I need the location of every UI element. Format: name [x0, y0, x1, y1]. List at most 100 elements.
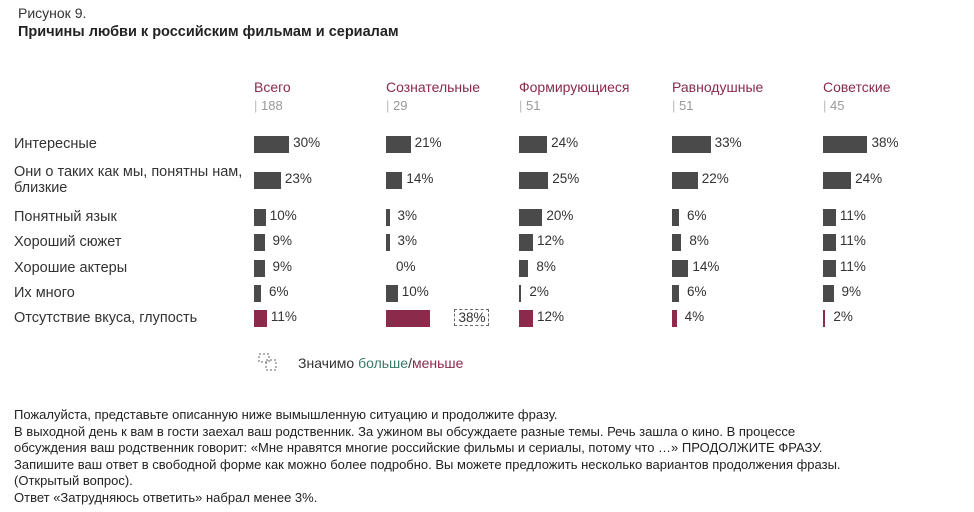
- series-name: Формирующиеся: [519, 79, 630, 95]
- series-name: Сознательные: [386, 79, 480, 95]
- value-label: 3%: [397, 208, 418, 223]
- row-label: Хорошие актеры: [14, 260, 128, 276]
- series-n-value: 45: [830, 98, 845, 113]
- legend-less: меньше: [411, 355, 464, 371]
- value-label: 30%: [293, 135, 321, 150]
- bar: [672, 233, 682, 251]
- value-label: 20%: [546, 208, 574, 223]
- bar: [254, 233, 265, 251]
- value-label: 4%: [684, 309, 705, 324]
- value-label: 12%: [537, 309, 565, 324]
- series-name: Советские: [823, 79, 891, 95]
- series-n: | 45: [823, 98, 845, 113]
- value-label: 23%: [284, 171, 312, 186]
- value-label: 25%: [552, 171, 580, 186]
- value-label: 6%: [687, 208, 707, 223]
- value-label: 6%: [269, 284, 289, 299]
- value-label: 8%: [689, 233, 709, 248]
- value-label: 3%: [397, 233, 418, 248]
- bar: [823, 284, 834, 302]
- series-n: | 29: [386, 98, 408, 113]
- bar: [254, 259, 265, 277]
- bar: [254, 171, 281, 189]
- note-line: обсуждения ваш родственник говорит: «Мне…: [14, 440, 823, 455]
- value-label: 10%: [269, 208, 297, 223]
- bar: [386, 135, 411, 153]
- value-label: 9%: [272, 259, 293, 274]
- legend-more: больше: [358, 355, 409, 371]
- series-name: Всего: [254, 79, 291, 95]
- bar: [386, 309, 431, 327]
- bar: [823, 309, 826, 327]
- bar: [672, 208, 680, 226]
- bar: [386, 233, 390, 251]
- series-n-value: 51: [679, 98, 694, 113]
- value-label: 8%: [536, 259, 556, 274]
- bar: [519, 171, 549, 189]
- series-name: Равнодушные: [672, 79, 764, 95]
- series-n-value: 29: [393, 98, 408, 113]
- value-label: 24%: [855, 171, 883, 186]
- bar: [386, 284, 398, 302]
- bar: [823, 208, 836, 226]
- series-n-value: 51: [526, 98, 541, 113]
- note-line: Ответ «Затрудняюсь ответить» набрал мене…: [14, 489, 318, 505]
- value-label: 38%: [454, 309, 490, 326]
- figure-label: Рисунок 9.: [18, 5, 87, 21]
- value-label: 6%: [687, 284, 707, 299]
- value-label: 2%: [529, 284, 549, 299]
- row-label: Отсутствие вкуса, глупость: [14, 310, 198, 326]
- bar: [823, 233, 836, 251]
- value-label: 0%: [396, 259, 416, 274]
- row-label: Интересные: [14, 136, 97, 152]
- value-label: 2%: [833, 309, 853, 324]
- value-label: 14%: [406, 171, 434, 186]
- value-label: 33%: [714, 135, 742, 150]
- legend: Значимо больше/меньше: [258, 353, 464, 371]
- value-label: 11%: [839, 208, 866, 223]
- value-label: 21%: [414, 135, 442, 150]
- bar: [254, 284, 262, 302]
- bar: [386, 208, 390, 226]
- chart-title: Причины любви к российским фильмам и сер…: [18, 24, 399, 40]
- value-label: 24%: [551, 135, 579, 150]
- value-label: 22%: [701, 171, 729, 186]
- note-line: Запишите ваш ответ в свободной форме как…: [14, 456, 841, 472]
- series-n: | 188: [254, 98, 283, 113]
- notes: Пожалуйста, представьте описанную ниже в…: [14, 407, 964, 506]
- value-label: 10%: [401, 284, 429, 299]
- bar: [519, 208, 543, 226]
- bar: [519, 259, 529, 277]
- bar: [672, 171, 698, 189]
- value-label: 11%: [839, 259, 866, 274]
- bar: [386, 171, 403, 189]
- series-n: | 51: [672, 98, 694, 113]
- bar: [823, 171, 852, 189]
- note-line: (Открытый вопрос).: [14, 473, 133, 488]
- row-label: Хороший сюжет: [14, 234, 122, 250]
- bar: [254, 208, 266, 226]
- row-label: Понятный язык: [14, 209, 117, 225]
- bar: [823, 135, 868, 153]
- bar: [519, 309, 534, 327]
- value-label: 9%: [841, 284, 862, 299]
- bar: [519, 135, 548, 153]
- bar: [519, 284, 522, 302]
- bar: [519, 233, 534, 251]
- row-label: Их много: [14, 285, 75, 301]
- series-n-value: 188: [261, 98, 283, 113]
- value-label: 14%: [692, 259, 720, 274]
- bar: [254, 309, 267, 327]
- bar: [823, 259, 836, 277]
- bar: [672, 135, 711, 153]
- bar: [672, 259, 689, 277]
- legend-prefix: Значимо: [298, 355, 359, 371]
- row-label: Они о таких как мы, понятны нам, близкие: [14, 164, 243, 196]
- note-line: В выходной день к вам в гости заехал ваш…: [14, 423, 796, 439]
- value-label: 9%: [272, 233, 293, 248]
- bar: [254, 135, 290, 153]
- series-n: | 51: [519, 98, 541, 113]
- legend-sep: /: [408, 355, 412, 371]
- value-label: 12%: [537, 233, 565, 248]
- note-line: Пожалуйста, представьте описанную ниже в…: [14, 407, 558, 422]
